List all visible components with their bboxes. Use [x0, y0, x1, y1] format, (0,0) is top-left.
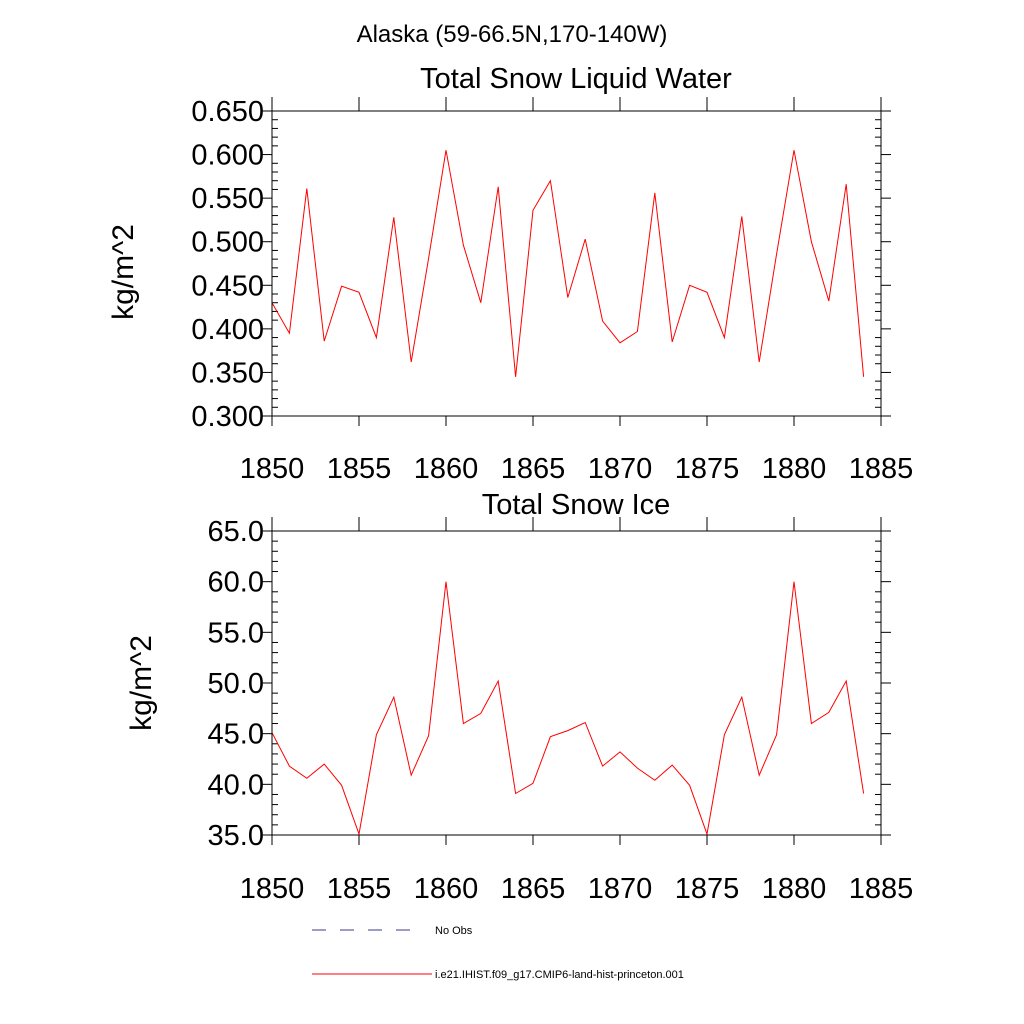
y-axis-label: kg/m^2 — [107, 224, 140, 320]
series-line — [271, 150, 865, 377]
y-tick-labels: 35.0 40.0 45.0 50.0 55.0 60.0 65.0 — [208, 516, 264, 852]
y-tick-label: 0.450 — [191, 270, 264, 302]
y-tick-label: 35.0 — [208, 820, 264, 852]
x-tick-label: 1880 — [762, 453, 827, 485]
x-tick-label: 1885 — [849, 453, 914, 485]
x-tick-label: 1860 — [414, 873, 479, 905]
x-tick-label: 1850 — [240, 453, 305, 485]
y-tick-label: 55.0 — [208, 617, 264, 649]
legend: No Obs i.e21.IHIST.f09_g17.CMIP6-land-hi… — [312, 925, 684, 981]
y-tick-label: 65.0 — [208, 516, 264, 548]
y-tick-label: 0.600 — [191, 140, 264, 172]
y-tick-label: 0.650 — [191, 96, 264, 128]
chart-panel-snow-ice: Total Snow Ice kg/m^2 35.0 40.0 45.0 50.0 55… — [125, 489, 913, 905]
chart-panel-snow-liquid-water: Total Snow Liquid Water kg/m^2 0.300 0.35… — [107, 63, 913, 485]
x-tick-label: 1875 — [675, 873, 740, 905]
y-tick-label: 50.0 — [208, 668, 264, 700]
x-tick-label: 1865 — [501, 453, 566, 485]
legend-label: i.e21.IHIST.f09_g17.CMIP6-land-hist-prin… — [435, 969, 684, 981]
y-tick-label: 0.350 — [191, 357, 264, 389]
y-tick-label: 40.0 — [208, 769, 264, 801]
legend-label: No Obs — [435, 925, 473, 937]
tick-marks — [262, 97, 891, 426]
y-tick-label: 45.0 — [208, 719, 264, 751]
y-axis-label: kg/m^2 — [125, 635, 158, 731]
tick-marks — [262, 517, 891, 845]
x-tick-label: 1850 — [240, 873, 305, 905]
y-tick-labels: 0.300 0.350 0.400 0.450 0.500 0.550 0.600 0.650 — [191, 96, 264, 433]
x-tick-label: 1880 — [762, 873, 827, 905]
figure-title: Alaska (59-66.5N,170-140W) — [357, 21, 668, 48]
x-tick-label: 1870 — [588, 453, 653, 485]
chart-title: Total Snow Liquid Water — [420, 63, 732, 95]
x-tick-label: 1885 — [849, 873, 914, 905]
y-tick-label: 0.550 — [191, 183, 264, 215]
plot-frame — [271, 530, 882, 836]
x-tick-labels: 1850 1855 1860 1865 1870 1875 1880 1885 — [240, 453, 914, 485]
y-tick-label: 60.0 — [208, 567, 264, 599]
legend-item-model-run: i.e21.IHIST.f09_g17.CMIP6-land-hist-prin… — [312, 969, 684, 981]
x-tick-label: 1875 — [675, 453, 740, 485]
series-lines — [271, 150, 865, 377]
x-tick-label: 1855 — [327, 873, 392, 905]
legend-item-no-obs: No Obs — [312, 925, 473, 937]
chart-title: Total Snow Ice — [482, 489, 671, 521]
y-tick-label: 0.400 — [191, 314, 264, 346]
x-tick-label: 1860 — [414, 453, 479, 485]
series-line — [271, 581, 865, 836]
series-lines — [271, 581, 865, 836]
x-tick-labels: 1850 1855 1860 1865 1870 1875 1880 1885 — [240, 873, 914, 905]
x-tick-label: 1855 — [327, 453, 392, 485]
x-tick-label: 1865 — [501, 873, 566, 905]
plot-frame — [271, 110, 882, 417]
y-tick-label: 0.500 — [191, 227, 264, 259]
x-tick-label: 1870 — [588, 873, 653, 905]
y-tick-label: 0.300 — [191, 401, 264, 433]
